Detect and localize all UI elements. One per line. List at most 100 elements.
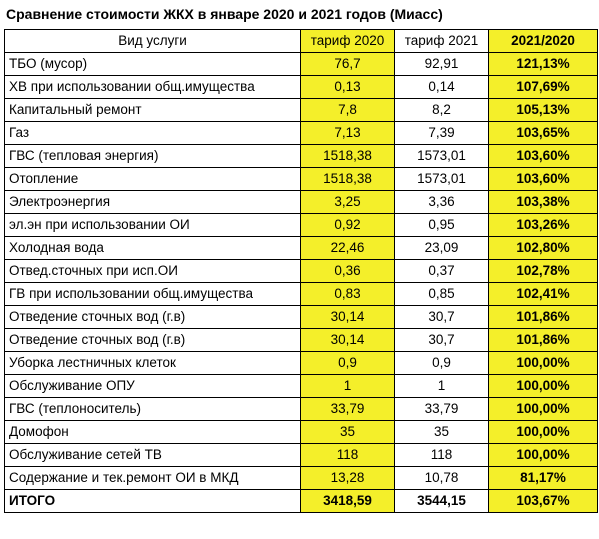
cell-tariff-2021[interactable]: 3,36	[394, 190, 489, 214]
cell-ratio[interactable]: 103,60%	[488, 167, 598, 191]
cell-ratio[interactable]: 100,00%	[488, 351, 598, 375]
cell-tariff-2020[interactable]: 0,92	[300, 213, 395, 237]
cell-tariff-2020[interactable]: 35	[300, 420, 395, 444]
cell-tariff-2021[interactable]: 0,95	[394, 213, 489, 237]
total-row: ИТОГО 3418,59 3544,15 103,67%	[4, 489, 598, 513]
cell-ratio[interactable]: 81,17%	[488, 466, 598, 490]
total-tariff-2020[interactable]: 3418,59	[300, 489, 395, 513]
table-body: Вид услуги тариф 2020 тариф 2021 2021/20…	[4, 29, 598, 513]
cell-ratio[interactable]: 102,78%	[488, 259, 598, 283]
header-row: Вид услуги тариф 2020 тариф 2021 2021/20…	[4, 29, 598, 53]
cell-tariff-2020[interactable]: 0,83	[300, 282, 395, 306]
cell-service[interactable]: Домофон	[4, 420, 301, 444]
cell-tariff-2021[interactable]: 33,79	[394, 397, 489, 421]
table-row: Отвед.сточных при исп.ОИ 0,36 0,37 102,78%	[4, 259, 598, 283]
cell-tariff-2020[interactable]: 7,13	[300, 121, 395, 145]
cell-ratio[interactable]: 107,69%	[488, 75, 598, 99]
table-row: Отведение сточных вод (г.в) 30,14 30,7 101,…	[4, 305, 598, 329]
cell-tariff-2020[interactable]: 0,9	[300, 351, 395, 375]
cell-service[interactable]: Отвед.сточных при исп.ОИ	[4, 259, 301, 283]
cell-service[interactable]: Уборка лестничных клеток	[4, 351, 301, 375]
table-row: Содержание и тек.ремонт ОИ в МКД 13,28 10,…	[4, 466, 598, 490]
cell-tariff-2021[interactable]: 0,14	[394, 75, 489, 99]
cell-service[interactable]: ГВС (тепловая энергия)	[4, 144, 301, 168]
table-row: Отведение сточных вод (г.в) 30,14 30,7 101,…	[4, 328, 598, 352]
total-tariff-2021[interactable]: 3544,15	[394, 489, 489, 513]
cell-service[interactable]: ГВ при использовании общ.имущества	[4, 282, 301, 306]
cell-tariff-2020[interactable]: 118	[300, 443, 395, 467]
cell-tariff-2020[interactable]: 7,8	[300, 98, 395, 122]
cell-tariff-2020[interactable]: 30,14	[300, 305, 395, 329]
cell-tariff-2020[interactable]: 76,7	[300, 52, 395, 76]
table-row: ГВС (тепловая энергия) 1518,38 1573,01 103,…	[4, 144, 598, 168]
cell-ratio[interactable]: 103,38%	[488, 190, 598, 214]
cell-ratio[interactable]: 100,00%	[488, 443, 598, 467]
cell-ratio[interactable]: 100,00%	[488, 397, 598, 421]
cell-tariff-2020[interactable]: 22,46	[300, 236, 395, 260]
header-tariff-2021[interactable]: тариф 2021	[394, 29, 489, 53]
cell-ratio[interactable]: 101,86%	[488, 328, 598, 352]
cell-service[interactable]: Обслуживание ОПУ	[4, 374, 301, 398]
table-row: Электроэнергия 3,25 3,36 103,38%	[4, 190, 598, 214]
cell-service[interactable]: ТБО (мусор)	[4, 52, 301, 76]
cell-tariff-2021[interactable]: 35	[394, 420, 489, 444]
cell-service[interactable]: Отведение сточных вод (г.в)	[4, 328, 301, 352]
cell-tariff-2021[interactable]: 1573,01	[394, 167, 489, 191]
cell-tariff-2020[interactable]: 1518,38	[300, 144, 395, 168]
cell-tariff-2021[interactable]: 1573,01	[394, 144, 489, 168]
cell-tariff-2021[interactable]: 1	[394, 374, 489, 398]
header-service[interactable]: Вид услуги	[4, 29, 301, 53]
cell-service[interactable]: эл.эн при использовании ОИ	[4, 213, 301, 237]
header-ratio[interactable]: 2021/2020	[488, 29, 598, 53]
cell-service[interactable]: Содержание и тек.ремонт ОИ в МКД	[4, 466, 301, 490]
cell-ratio[interactable]: 101,86%	[488, 305, 598, 329]
cell-service[interactable]: ХВ при использовании общ.имущества	[4, 75, 301, 99]
cell-tariff-2021[interactable]: 0,85	[394, 282, 489, 306]
table-row: эл.эн при использовании ОИ 0,92 0,95 103,26…	[4, 213, 598, 237]
cell-tariff-2021[interactable]: 8,2	[394, 98, 489, 122]
cell-tariff-2021[interactable]: 30,7	[394, 305, 489, 329]
cell-service[interactable]: Холодная вода	[4, 236, 301, 260]
cell-tariff-2020[interactable]: 3,25	[300, 190, 395, 214]
cell-ratio[interactable]: 105,13%	[488, 98, 598, 122]
total-label[interactable]: ИТОГО	[4, 489, 301, 513]
cell-ratio[interactable]: 102,41%	[488, 282, 598, 306]
cell-service[interactable]: Капитальный ремонт	[4, 98, 301, 122]
cell-tariff-2021[interactable]: 118	[394, 443, 489, 467]
total-ratio[interactable]: 103,67%	[488, 489, 598, 513]
table-row: Уборка лестничных клеток 0,9 0,9 100,00%	[4, 351, 598, 375]
table-row: Газ 7,13 7,39 103,65%	[4, 121, 598, 145]
cell-tariff-2021[interactable]: 7,39	[394, 121, 489, 145]
header-tariff-2020[interactable]: тариф 2020	[300, 29, 395, 53]
cell-tariff-2020[interactable]: 33,79	[300, 397, 395, 421]
table-row: Капитальный ремонт 7,8 8,2 105,13%	[4, 98, 598, 122]
cell-service[interactable]: Отведение сточных вод (г.в)	[4, 305, 301, 329]
cell-ratio[interactable]: 100,00%	[488, 420, 598, 444]
table-row: ХВ при использовании общ.имущества 0,13 0,…	[4, 75, 598, 99]
cell-tariff-2021[interactable]: 0,37	[394, 259, 489, 283]
cell-ratio[interactable]: 103,60%	[488, 144, 598, 168]
cell-tariff-2020[interactable]: 13,28	[300, 466, 395, 490]
cell-service[interactable]: ГВС (теплоноситель)	[4, 397, 301, 421]
table-row: Холодная вода 22,46 23,09 102,80%	[4, 236, 598, 260]
cell-service[interactable]: Обслуживание сетей ТВ	[4, 443, 301, 467]
cell-ratio[interactable]: 102,80%	[488, 236, 598, 260]
cell-tariff-2021[interactable]: 23,09	[394, 236, 489, 260]
cell-ratio[interactable]: 121,13%	[488, 52, 598, 76]
cell-service[interactable]: Газ	[4, 121, 301, 145]
cell-tariff-2021[interactable]: 0,9	[394, 351, 489, 375]
cell-tariff-2020[interactable]: 1	[300, 374, 395, 398]
cell-ratio[interactable]: 100,00%	[488, 374, 598, 398]
cell-tariff-2020[interactable]: 1518,38	[300, 167, 395, 191]
cell-tariff-2021[interactable]: 10,78	[394, 466, 489, 490]
cell-tariff-2020[interactable]: 0,36	[300, 259, 395, 283]
cell-service[interactable]: Электроэнергия	[4, 190, 301, 214]
cell-tariff-2021[interactable]: 30,7	[394, 328, 489, 352]
cell-service[interactable]: Отопление	[4, 167, 301, 191]
cell-tariff-2020[interactable]: 30,14	[300, 328, 395, 352]
cell-tariff-2021[interactable]: 92,91	[394, 52, 489, 76]
cell-ratio[interactable]: 103,65%	[488, 121, 598, 145]
cell-ratio[interactable]: 103,26%	[488, 213, 598, 237]
table-row: Домофон 35 35 100,00%	[4, 420, 598, 444]
cell-tariff-2020[interactable]: 0,13	[300, 75, 395, 99]
